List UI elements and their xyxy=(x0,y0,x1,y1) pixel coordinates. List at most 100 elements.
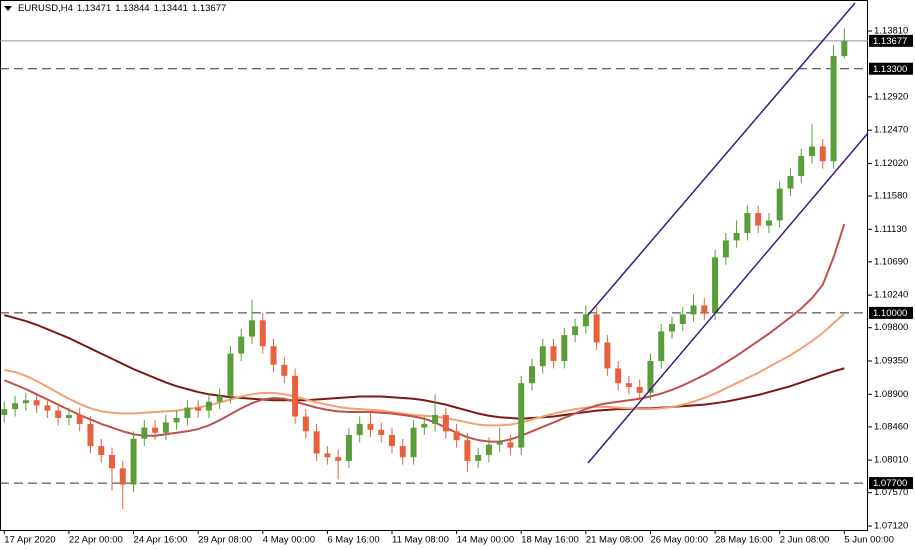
channel-line xyxy=(587,2,856,316)
candle-body xyxy=(345,434,352,461)
x-tick-label: 6 May 16:00 xyxy=(327,535,379,546)
last-low: 1.13441 xyxy=(153,3,188,14)
candle-body xyxy=(830,56,837,162)
x-tick-label: 26 May 00:00 xyxy=(650,535,708,546)
candle-body xyxy=(141,427,148,439)
x-tick-label: 11 May 08:00 xyxy=(392,535,449,546)
candle-body xyxy=(205,401,212,411)
menu-arrow xyxy=(4,6,12,11)
candle-body xyxy=(604,342,611,369)
candle-body xyxy=(55,410,62,418)
candle-body xyxy=(615,368,622,384)
x-tick-label: 21 May 08:00 xyxy=(586,535,644,546)
candle-body xyxy=(238,336,245,354)
candle-body xyxy=(529,366,535,384)
level-label-box xyxy=(869,477,913,490)
level-label-box xyxy=(869,306,913,319)
candle-body xyxy=(755,213,762,226)
candle-body xyxy=(647,361,654,393)
level-label-box xyxy=(869,62,913,75)
candle-body xyxy=(701,305,708,313)
candle-body xyxy=(76,415,83,424)
symbol: EURUSD,H4 xyxy=(18,3,73,14)
candle-body xyxy=(292,375,299,417)
candle-body xyxy=(593,314,600,343)
x-tick-label: 17 Apr 2020 xyxy=(4,535,55,546)
candle-body xyxy=(582,314,589,327)
candle-body xyxy=(152,427,159,433)
candle-body xyxy=(518,383,525,448)
candle-body xyxy=(690,305,697,315)
price-label: 1.13677 xyxy=(873,36,907,47)
moving-average xyxy=(4,312,845,427)
last-open: 1.13471 xyxy=(76,3,112,14)
y-tick-label: 1.09350 xyxy=(874,356,908,367)
candle-body xyxy=(485,444,492,455)
candle-body xyxy=(507,442,514,448)
candle-body xyxy=(625,383,632,387)
candle-body xyxy=(109,454,115,469)
candle-body xyxy=(776,188,783,221)
last-close: 1.13677 xyxy=(191,3,227,14)
candle-body xyxy=(496,442,503,445)
candle-body xyxy=(173,417,180,423)
candle-body xyxy=(464,440,471,461)
candle-body xyxy=(44,405,51,411)
plot-frame xyxy=(0,0,868,531)
candle-body xyxy=(798,156,805,177)
y-tick-label: 1.10690 xyxy=(874,256,908,267)
y-tick-label: 1.12470 xyxy=(874,125,908,136)
candle-body xyxy=(119,468,126,485)
y-tick-label: 1.08460 xyxy=(874,421,908,432)
y-tick-label: 1.07120 xyxy=(874,521,908,532)
candle-body xyxy=(561,335,568,362)
y-tick-label: 1.11580 xyxy=(874,191,908,202)
candle-body xyxy=(442,415,449,432)
x-tick-label: 18 May 16:00 xyxy=(521,535,579,546)
candle-body xyxy=(378,429,385,435)
level-label: 1.07700 xyxy=(873,478,907,489)
candle-body xyxy=(765,220,772,226)
candle-body xyxy=(313,431,320,454)
candle-body xyxy=(270,346,277,365)
y-tick-label: 1.12920 xyxy=(874,91,908,102)
candle-body xyxy=(249,320,255,337)
candle-body xyxy=(356,423,363,435)
candle-body xyxy=(539,346,546,367)
candle-body xyxy=(216,395,223,402)
candle-body xyxy=(679,314,686,325)
candle-body xyxy=(259,320,266,347)
candle-body xyxy=(669,324,675,332)
candle-body xyxy=(399,446,406,458)
candle-body xyxy=(281,364,288,376)
candle-body xyxy=(658,331,665,362)
candle-body xyxy=(744,213,751,233)
y-tick-label: 1.13810 xyxy=(874,26,908,37)
level-label: 1.13300 xyxy=(873,64,907,75)
candle-body xyxy=(302,416,309,432)
candle-body xyxy=(227,353,234,396)
candle-body xyxy=(324,453,331,458)
y-tick-label: 1.07570 xyxy=(874,487,908,498)
x-tick-label: 28 May 16:00 xyxy=(715,535,773,546)
candle-body xyxy=(410,427,417,458)
candle-body xyxy=(712,257,719,313)
candle-body xyxy=(809,146,815,157)
candle-body xyxy=(550,346,557,362)
x-tick-label: 22 Apr 00:00 xyxy=(69,535,123,546)
candle-body xyxy=(421,423,428,428)
candle-body xyxy=(432,415,439,424)
y-tick-label: 1.11130 xyxy=(874,224,907,235)
x-tick-label: 4 May 00:00 xyxy=(263,535,315,546)
candle-body xyxy=(572,326,579,336)
candle-body xyxy=(98,446,105,455)
candle-body xyxy=(195,407,202,411)
candle-body xyxy=(12,403,19,410)
price-label-box xyxy=(869,34,913,47)
candle-body xyxy=(475,454,482,461)
x-tick-label: 24 Apr 16:00 xyxy=(134,535,188,546)
y-tick-label: 1.09800 xyxy=(874,322,908,333)
y-tick-label: 1.12020 xyxy=(874,158,908,169)
candle-body xyxy=(87,423,94,447)
